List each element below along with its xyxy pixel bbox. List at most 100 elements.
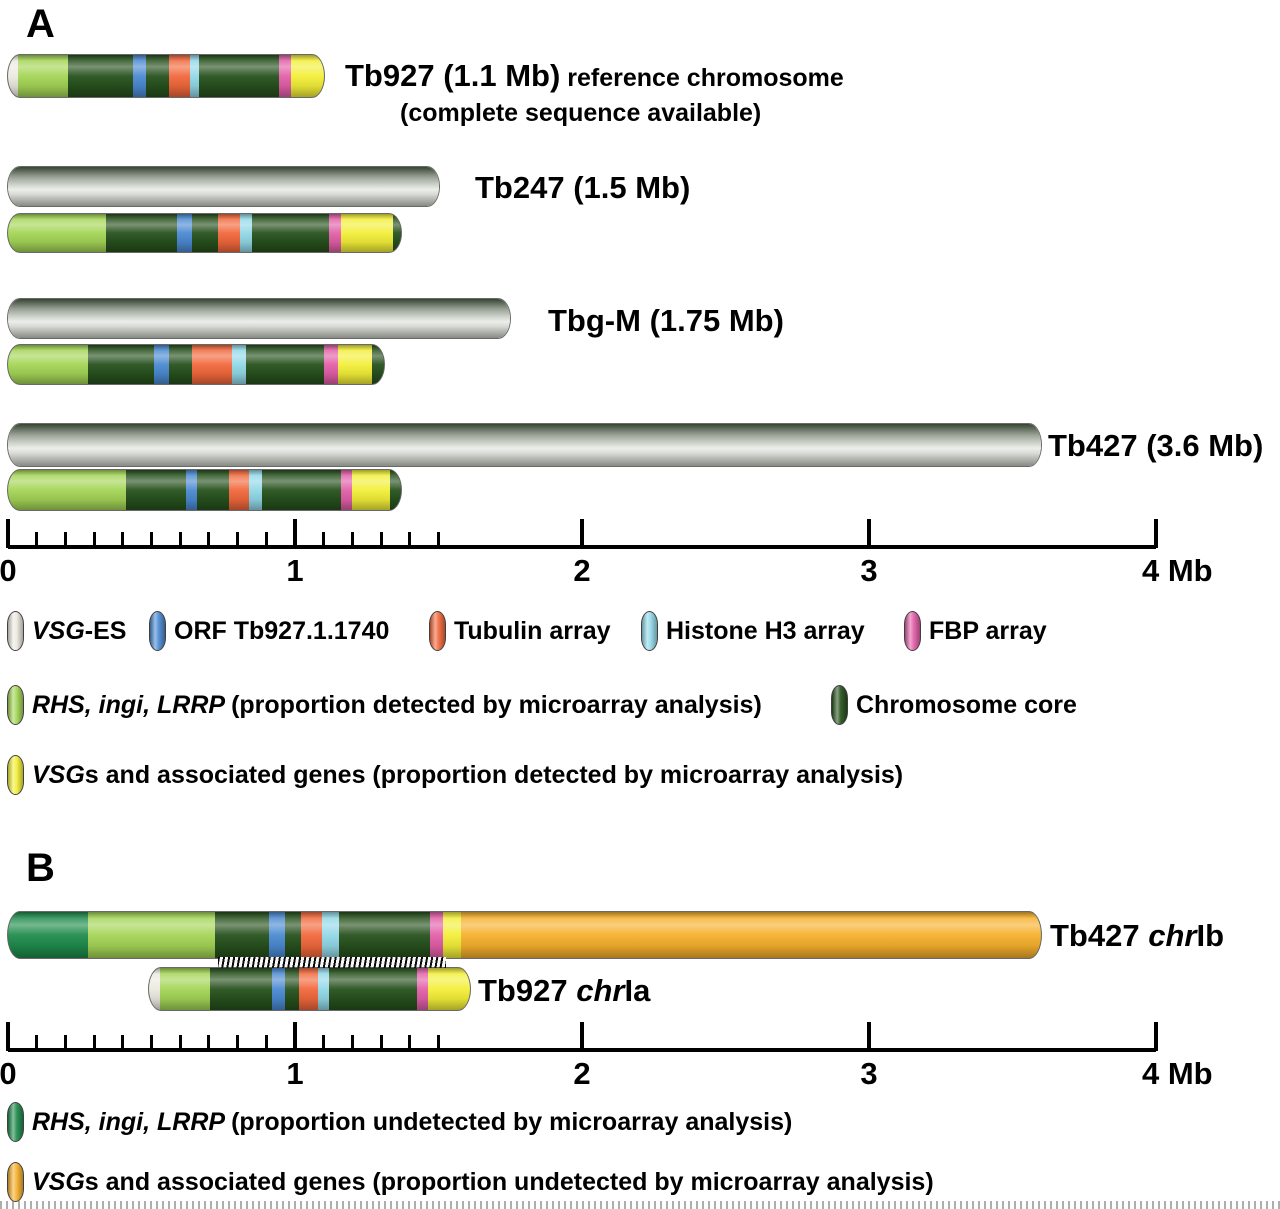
axis-tick-minor <box>35 1035 39 1051</box>
legend-item: FBP array <box>905 612 1047 650</box>
segment-core-dark-green <box>284 968 300 1010</box>
legend-label: Tubulin array <box>454 616 611 645</box>
axis-tick-minor <box>92 1035 96 1051</box>
legend-label: RHS, ingi, LRRP (proportion undetected b… <box>32 1107 793 1136</box>
axis-tick-minor <box>92 532 96 548</box>
segment-core-dark-green <box>191 214 218 252</box>
axis-tick-minor <box>264 1035 268 1051</box>
segment-core-dark-green <box>125 470 186 510</box>
axis-label: 0 <box>0 1056 17 1091</box>
axis-tick-minor <box>150 532 153 548</box>
segment-core-dark-green <box>389 470 402 510</box>
legend-label: ORF Tb927.1.1740 <box>174 616 390 645</box>
label-text: reference chromosome <box>560 64 844 92</box>
tb427-chromosome-rod <box>8 424 1042 466</box>
label-text: Ib <box>1196 918 1225 953</box>
segment-fbp-pink <box>340 470 353 510</box>
segment-core-dark-green <box>68 55 133 97</box>
segment-vsg-es <box>8 55 19 97</box>
segment-fbp-pink <box>279 55 291 97</box>
segment-orf-blue <box>132 55 146 97</box>
segment-rhs-light-green <box>88 912 215 958</box>
axis-tick-major <box>6 1022 10 1051</box>
legend-item: VSG-ES <box>8 612 126 650</box>
rhs-light-green-icon <box>8 686 23 724</box>
segment-core-dark-green <box>145 55 169 97</box>
icon-shading <box>642 612 657 650</box>
rhs-undetected-green-icon <box>8 1103 23 1141</box>
tb427-chr1b-title: Tb427 chrIb <box>1050 918 1225 953</box>
segment-fbp-pink <box>416 968 429 1010</box>
segment-rhs-light-green <box>8 470 126 510</box>
segment-histone-cyan <box>240 214 252 252</box>
label-text: Ia <box>624 973 651 1008</box>
segment-core-dark-green <box>329 968 417 1010</box>
axis-tick-major <box>293 1022 297 1051</box>
legend-label: FBP array <box>929 616 1047 645</box>
segment-core-dark-green <box>339 912 430 958</box>
segment-core-dark-green <box>210 968 273 1010</box>
segment-vsg-yellow <box>352 470 390 510</box>
vsg-yellow-icon <box>8 756 23 794</box>
tb247-title: Tb247 (1.5 Mb) <box>475 170 691 205</box>
tb927-chr1a-bar <box>148 968 471 1010</box>
segment-histone-cyan <box>249 470 262 510</box>
label-text: Tb247 (1.5 Mb) <box>475 170 691 205</box>
axis-tick-minor <box>322 1035 326 1051</box>
legend-label: VSG-ES <box>32 616 127 645</box>
axis-tick-minor <box>437 1035 440 1051</box>
tb927-title: Tb927 (1.1 Mb) reference chromosome <box>345 58 844 93</box>
tb927-chromosome-bar <box>8 55 324 97</box>
legend-item: Histone H3 array <box>642 612 865 650</box>
axis-tick-minor <box>178 532 182 548</box>
legend-row-markers: VSG-ES ORF Tb927.1.1740 Tubulin array Histo… <box>0 612 1280 650</box>
vsg-undetected-gold-icon <box>8 1163 23 1201</box>
segment-histone-cyan <box>190 55 199 97</box>
homology-hatch-region <box>218 957 446 970</box>
core-dark-green-icon <box>832 686 847 724</box>
legend-item: RHS, ingi, LRRP (proportion detected by … <box>8 686 762 724</box>
segment-histone-cyan <box>317 968 330 1010</box>
axis-tick-major <box>867 519 871 548</box>
icon-shading <box>8 612 23 650</box>
panel-a-letter: A <box>26 2 55 46</box>
axis-tick-minor <box>322 532 326 548</box>
axis-tick-minor <box>350 1035 354 1051</box>
legend-label: Histone H3 array <box>666 616 865 645</box>
tbgm-chromosome-rod <box>8 299 511 338</box>
axis-tick-major <box>1154 519 1158 548</box>
segment-core-dark-green <box>261 470 341 510</box>
segment-vsg-yellow <box>340 214 393 252</box>
segment-tubulin-orange <box>300 912 323 958</box>
segment-vsg-yellow <box>442 912 462 958</box>
axis-tick-minor <box>350 532 354 548</box>
label-text: Tbg-M (1.75 Mb) <box>548 303 784 338</box>
segment-vsg-es <box>148 968 161 1010</box>
segment-fbp-pink <box>329 214 341 252</box>
label-text: Tb927 (1.1 Mb) <box>345 58 561 93</box>
segment-core-dark-green <box>284 912 301 958</box>
label-text: chr <box>1148 918 1197 953</box>
segment-histone-cyan <box>231 345 247 384</box>
panel-b-letter: B <box>26 846 55 890</box>
axis-tick-minor <box>408 532 412 548</box>
segment-core-dark-green <box>197 470 229 510</box>
segment-core-dark-green <box>168 345 192 384</box>
axis-tick-minor <box>207 532 211 548</box>
segment-orf-blue <box>272 968 285 1010</box>
segment-core-dark-green <box>246 345 324 384</box>
segment-vsg-undetected-gold <box>461 912 1042 958</box>
axis-label: 3 <box>860 553 878 588</box>
orf-blue-icon <box>150 612 165 650</box>
label-text: Tb927 <box>478 973 577 1008</box>
axis-label: 2 <box>573 553 591 588</box>
segment-core-dark-green <box>251 214 330 252</box>
segment-orf-blue <box>185 470 198 510</box>
legend-item: VSGs and associated genes (proportion un… <box>8 1163 934 1201</box>
legend-label: RHS, ingi, LRRP (proportion detected by … <box>32 690 762 719</box>
axis-tick-minor <box>264 532 268 548</box>
segment-tubulin-orange <box>168 55 191 97</box>
legend-item: RHS, ingi, LRRP (proportion undetected b… <box>8 1103 792 1141</box>
segment-fbp-pink <box>323 345 339 384</box>
legend-item: Chromosome core <box>832 686 1077 724</box>
